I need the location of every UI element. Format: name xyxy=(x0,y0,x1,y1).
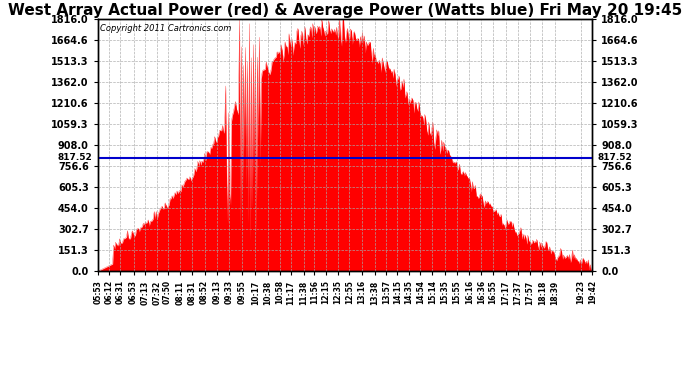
Text: Copyright 2011 Cartronics.com: Copyright 2011 Cartronics.com xyxy=(100,24,232,33)
Text: 817.52: 817.52 xyxy=(57,153,92,162)
Text: 817.52: 817.52 xyxy=(598,153,633,162)
Title: West Array Actual Power (red) & Average Power (Watts blue) Fri May 20 19:45: West Array Actual Power (red) & Average … xyxy=(8,3,682,18)
